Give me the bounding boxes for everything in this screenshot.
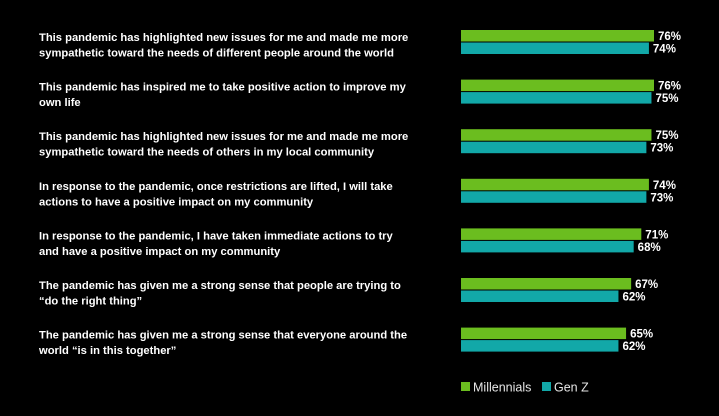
category-label-line: world “is in this together” xyxy=(38,345,176,357)
category-label-line: This pandemic has highlighted new issues… xyxy=(39,131,408,143)
legend-swatch-millennials xyxy=(461,382,470,391)
bar-millennials xyxy=(461,278,632,290)
category-label-line: The pandemic has given me a strong sense… xyxy=(39,330,407,342)
value-label: 67% xyxy=(635,279,658,291)
category-label: The pandemic has given me a strong sense… xyxy=(39,280,401,308)
value-label: 68% xyxy=(638,242,661,254)
bar-millennials xyxy=(461,228,642,240)
value-label: 75% xyxy=(655,130,678,142)
category-label: In response to the pandemic, I have take… xyxy=(39,230,394,258)
category-label: This pandemic has highlighted new issues… xyxy=(39,131,408,159)
bar-millennials xyxy=(461,327,627,340)
category-label-line: “do the right thing” xyxy=(39,296,142,308)
category-label-line: actions to have a positive impact on my … xyxy=(39,196,314,208)
value-label: 75% xyxy=(655,93,678,105)
category-label-line: This pandemic has inspired me to take po… xyxy=(39,82,407,94)
category-label: This pandemic has inspired me to take po… xyxy=(39,82,407,110)
bar-gen-z xyxy=(461,92,652,104)
bar-gen-z xyxy=(461,340,619,352)
category-labels: This pandemic has highlighted new issues… xyxy=(38,32,408,357)
category-label-line: sympathetic toward the needs of others i… xyxy=(39,147,375,159)
category-label-line: In response to the pandemic, once restri… xyxy=(39,181,393,193)
value-labels: 76%74%76%75%75%73%74%73%71%68%67%62%65%6… xyxy=(622,31,681,353)
legend: Millennials Gen Z xyxy=(461,381,589,395)
bar-gen-z xyxy=(461,240,634,253)
bar-millennials xyxy=(461,30,654,42)
category-label: In response to the pandemic, once restri… xyxy=(39,181,393,209)
category-label-line: own life xyxy=(39,97,81,109)
value-label: 62% xyxy=(622,341,645,353)
category-label: The pandemic has given me a strong sense… xyxy=(38,330,407,358)
value-label: 74% xyxy=(653,180,676,192)
bar-millennials xyxy=(461,79,654,92)
legend-label: Gen Z xyxy=(554,381,589,395)
category-label-line: In response to the pandemic, I have take… xyxy=(39,230,394,242)
legend-label: Millennials xyxy=(473,381,531,395)
bar-gen-z xyxy=(461,290,619,302)
bar-gen-z xyxy=(461,191,647,203)
category-label: This pandemic has highlighted new issues… xyxy=(39,32,408,60)
value-label: 76% xyxy=(658,31,681,43)
value-label: 71% xyxy=(645,229,668,241)
bar-gen-z xyxy=(461,42,649,54)
value-label: 74% xyxy=(653,44,676,56)
value-label: 62% xyxy=(622,292,645,304)
bars xyxy=(461,30,654,352)
value-label: 73% xyxy=(650,192,673,204)
category-label-line: and have a positive impact on my communi… xyxy=(39,246,281,258)
value-label: 65% xyxy=(630,329,653,341)
bar-gen-z xyxy=(461,141,647,154)
value-label: 76% xyxy=(658,81,681,93)
category-label-line: sympathetic toward the needs of differen… xyxy=(39,48,394,60)
bar-millennials xyxy=(461,129,652,141)
category-label-line: This pandemic has highlighted new issues… xyxy=(39,32,408,44)
bar-millennials xyxy=(461,178,649,191)
category-label-line: The pandemic has given me a strong sense… xyxy=(39,280,401,292)
value-label: 73% xyxy=(650,143,673,155)
legend-swatch-gen-z xyxy=(542,382,551,391)
